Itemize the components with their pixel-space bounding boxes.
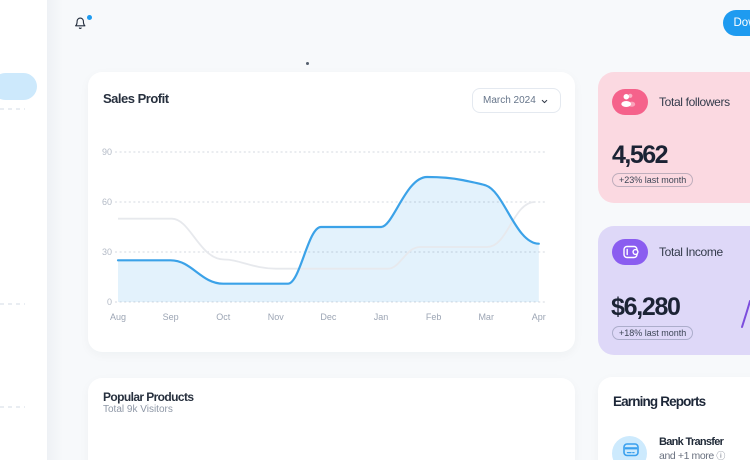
svg-text:Jan: Jan xyxy=(374,312,389,322)
svg-text:0: 0 xyxy=(107,297,112,307)
svg-text:90: 90 xyxy=(102,147,112,157)
svg-text:Apr: Apr xyxy=(532,312,546,322)
svg-text:60: 60 xyxy=(102,197,112,207)
svg-text:Feb: Feb xyxy=(426,312,442,322)
svg-text:Sep: Sep xyxy=(163,312,179,322)
svg-text:Mar: Mar xyxy=(478,312,494,322)
svg-text:Dec: Dec xyxy=(320,312,337,322)
svg-text:Nov: Nov xyxy=(268,312,285,322)
svg-text:Oct: Oct xyxy=(216,312,231,322)
svg-text:Aug: Aug xyxy=(110,312,126,322)
svg-text:30: 30 xyxy=(102,247,112,257)
